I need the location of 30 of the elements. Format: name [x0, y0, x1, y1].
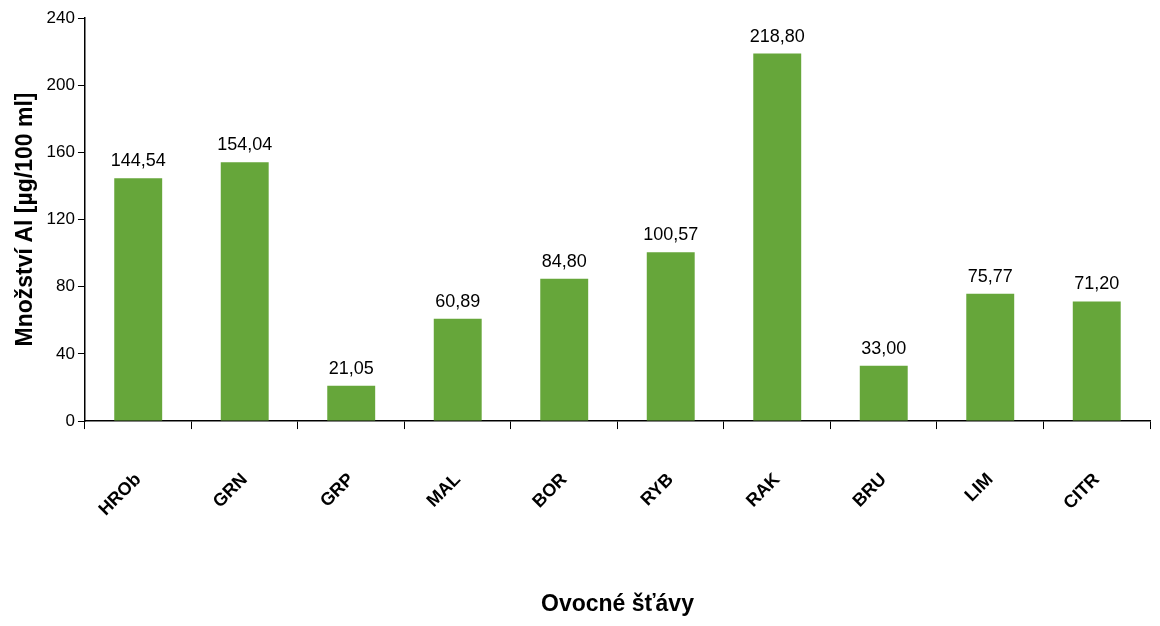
data-label: 144,54 — [110, 150, 166, 171]
y-axis-title: Množství Al [µg/100 ml] — [11, 92, 38, 347]
data-label: 21,05 — [328, 357, 374, 378]
data-label: 60,89 — [435, 290, 481, 311]
data-label: 100,57 — [643, 224, 699, 245]
y-tick-label: 40 — [56, 343, 75, 363]
bar — [327, 385, 376, 421]
y-tick-label: 240 — [46, 7, 75, 27]
data-label: 75,77 — [967, 265, 1013, 286]
bar — [753, 53, 802, 421]
bar — [1072, 301, 1121, 421]
data-label: 33,00 — [861, 337, 907, 358]
bar — [540, 278, 589, 421]
y-tick-label: 80 — [56, 276, 75, 296]
bar — [646, 252, 695, 421]
data-label: 154,04 — [217, 134, 273, 155]
x-tick-label: LIM — [960, 468, 997, 505]
bar — [433, 318, 482, 421]
bar — [114, 178, 163, 421]
bar — [859, 365, 908, 421]
data-label: 71,20 — [1074, 273, 1120, 294]
y-tick-label: 160 — [46, 142, 75, 162]
data-label: 84,80 — [541, 250, 587, 271]
bar — [220, 162, 269, 421]
bar — [966, 293, 1015, 421]
y-tick-label: 120 — [46, 209, 75, 229]
y-tick-label: 0 — [65, 410, 75, 430]
x-axis-title: Ovocné šťávy — [541, 589, 695, 616]
data-label: 218,80 — [749, 25, 805, 46]
y-tick-label: 200 — [46, 74, 75, 94]
